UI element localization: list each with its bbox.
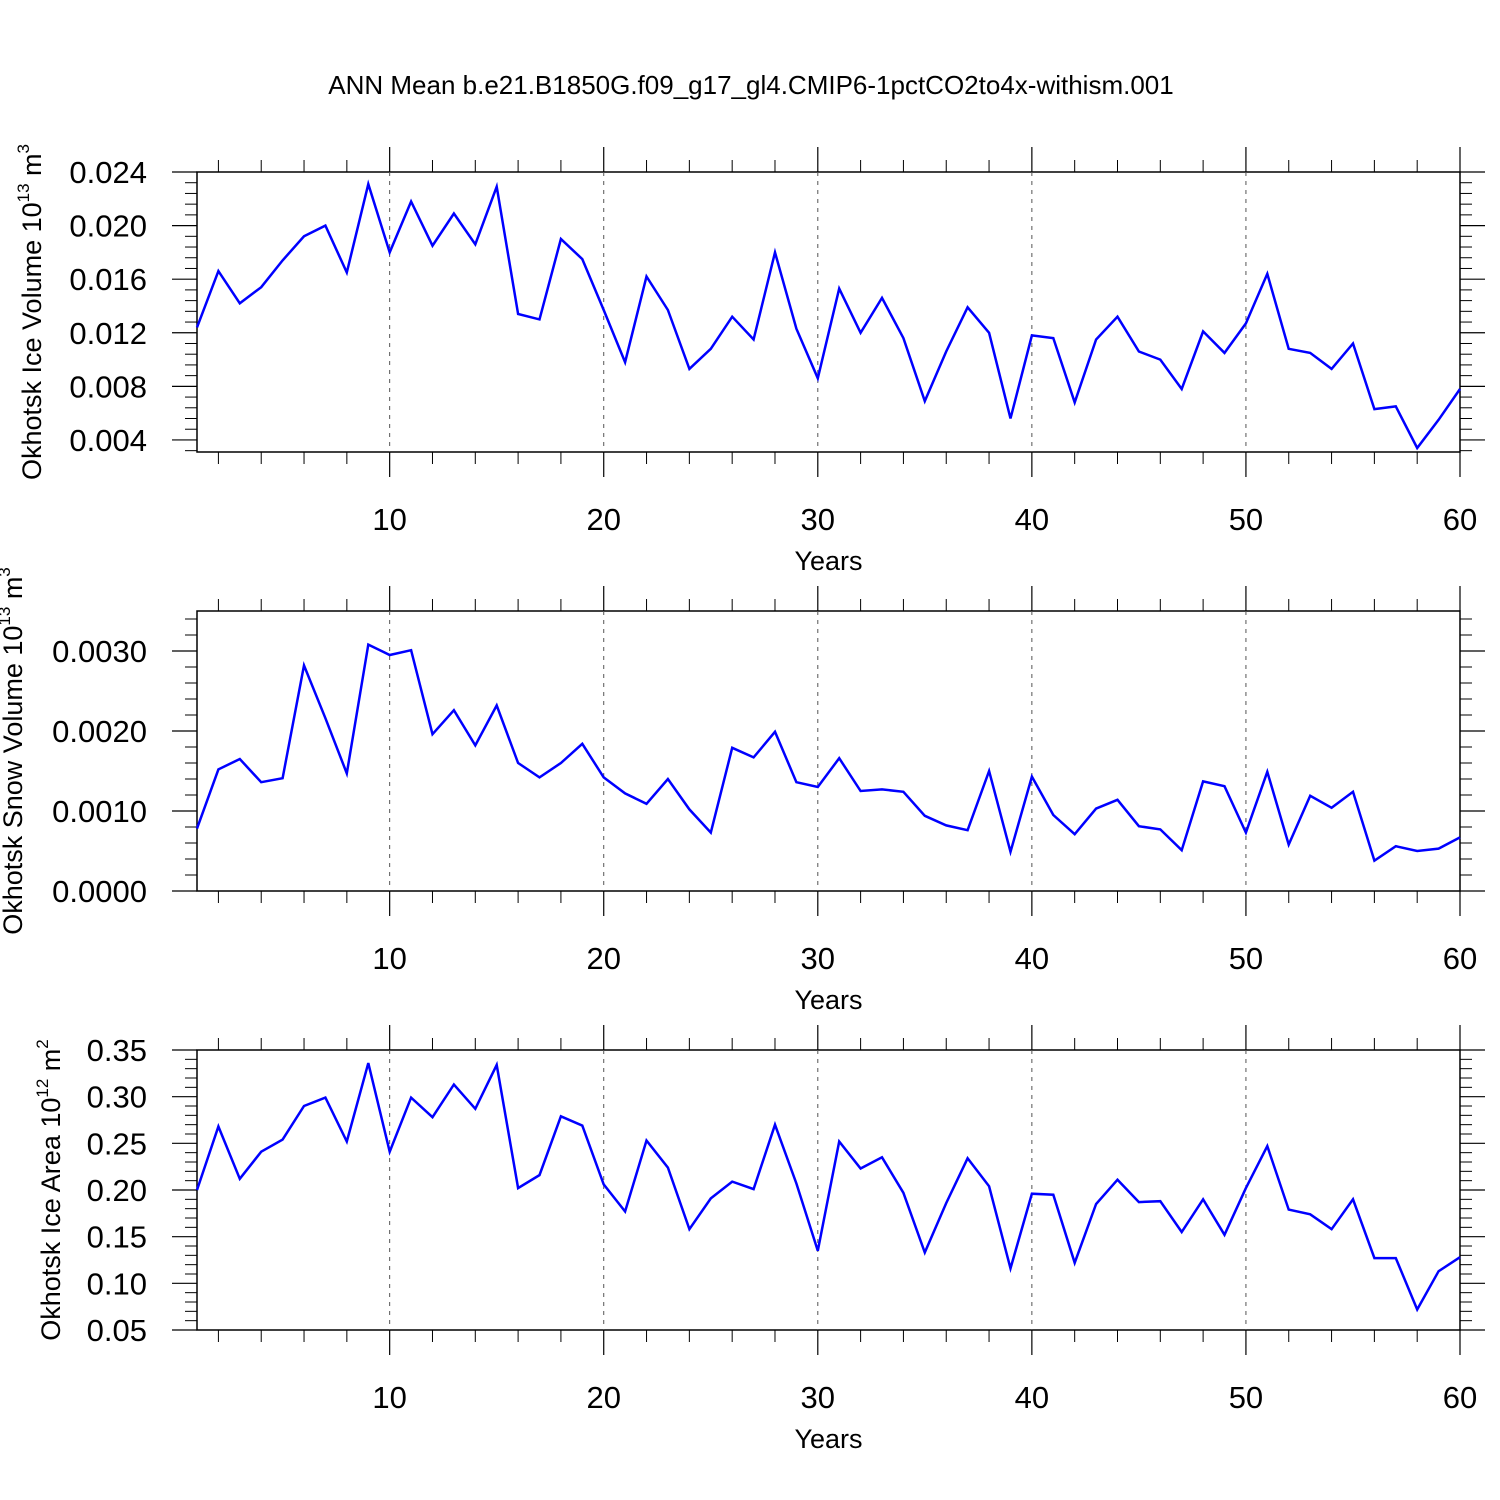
- y-tick-label: 0.15: [87, 1220, 147, 1255]
- y-tick-label: 0.0030: [52, 634, 147, 669]
- x-axis-label: Years: [794, 546, 862, 576]
- panel-2: 10 20 30 40 50 60 0.0000 0.0010 0.0020 0.0030 Year…: [0, 567, 1485, 1015]
- x-tick-label: 60: [1443, 1380, 1477, 1415]
- y-tick-label: 0.008: [69, 369, 147, 404]
- y-axis-label-part: 13: [14, 183, 33, 202]
- y-axis-label-part: m: [0, 577, 28, 607]
- y-tick-label: 0.35: [87, 1033, 147, 1068]
- x-axis-label: Years: [794, 985, 862, 1015]
- x-tick-label: 10: [372, 941, 406, 976]
- y-axis-label-part: Okhotsk Ice Area 10: [36, 1098, 66, 1341]
- x-axis-label: Years: [794, 1424, 862, 1454]
- x-tick-label: 50: [1229, 502, 1263, 537]
- panel-1: 10 20 30 40 50 60 0.004 0.008 0.012 0.016 0.020 0.0…: [14, 144, 1485, 576]
- y-axis-label-part: Okhotsk Snow Volume 10: [0, 626, 28, 935]
- x-tick-label: 30: [801, 502, 835, 537]
- y-tick-label: 0.25: [87, 1126, 147, 1161]
- x-tick-label: 40: [1015, 502, 1049, 537]
- y-tick-label: 0.020: [69, 209, 147, 244]
- x-tick-label: 40: [1015, 1380, 1049, 1415]
- plot-frame: [196, 171, 1461, 453]
- y-tick-label: 0.012: [69, 316, 147, 351]
- y-axis-label-part: 2: [33, 1039, 52, 1048]
- y-tick-label: 0.0010: [52, 794, 147, 829]
- panel-3: 10 20 30 40 50 60 0.05 0.10 0.15 0.20 0.25 0.30 0.35…: [33, 1025, 1485, 1454]
- y-axis-label: Okhotsk Ice Area 1012 m2: [33, 1039, 66, 1341]
- y-tick-label: 0.05: [87, 1313, 147, 1348]
- series-line: [195, 642, 1461, 863]
- y-tick-label: 0.0020: [52, 714, 147, 749]
- y-axis-label-part: 3: [14, 144, 33, 153]
- y-axis-label-part: Okhotsk Ice Volume 10: [17, 202, 47, 480]
- y-axis-label-part: 13: [0, 607, 14, 626]
- x-tick-label: 20: [586, 502, 620, 537]
- x-tick-label: 50: [1229, 941, 1263, 976]
- y-tick-label: 0.30: [87, 1080, 147, 1115]
- x-tick-label: 10: [372, 1380, 406, 1415]
- y-tick-label: 0.10: [87, 1266, 147, 1301]
- x-tick-label: 30: [801, 941, 835, 976]
- x-tick-label: 60: [1443, 941, 1477, 976]
- x-tick-label: 20: [586, 941, 620, 976]
- x-tick-label: 30: [801, 1380, 835, 1415]
- series-line: [195, 1060, 1461, 1313]
- y-axis-label: Okhotsk Snow Volume 1013 m3: [0, 567, 28, 935]
- y-tick-label: 0.016: [69, 262, 147, 297]
- x-tick-label: 50: [1229, 1380, 1263, 1415]
- chart-title: ANN Mean b.e21.B1850G.f09_g17_gl4.CMIP6-…: [328, 70, 1173, 100]
- y-tick-label: 0.024: [69, 155, 147, 190]
- y-axis-label-part: m: [17, 153, 47, 183]
- plot-frame: [196, 610, 1461, 892]
- y-axis-label-part: 12: [33, 1079, 52, 1098]
- y-axis-label-part: m: [36, 1049, 66, 1079]
- series-line: [195, 179, 1462, 451]
- x-tick-label: 20: [586, 1380, 620, 1415]
- y-axis-label: Okhotsk Ice Volume 1013 m3: [14, 144, 47, 480]
- y-axis-label-part: 3: [0, 567, 14, 576]
- y-tick-label: 0.20: [87, 1173, 147, 1208]
- x-tick-label: 40: [1015, 941, 1049, 976]
- x-tick-label: 10: [372, 502, 406, 537]
- x-tick-label: 60: [1443, 502, 1477, 537]
- y-tick-label: 0.0000: [52, 874, 147, 909]
- y-tick-label: 0.004: [69, 423, 147, 458]
